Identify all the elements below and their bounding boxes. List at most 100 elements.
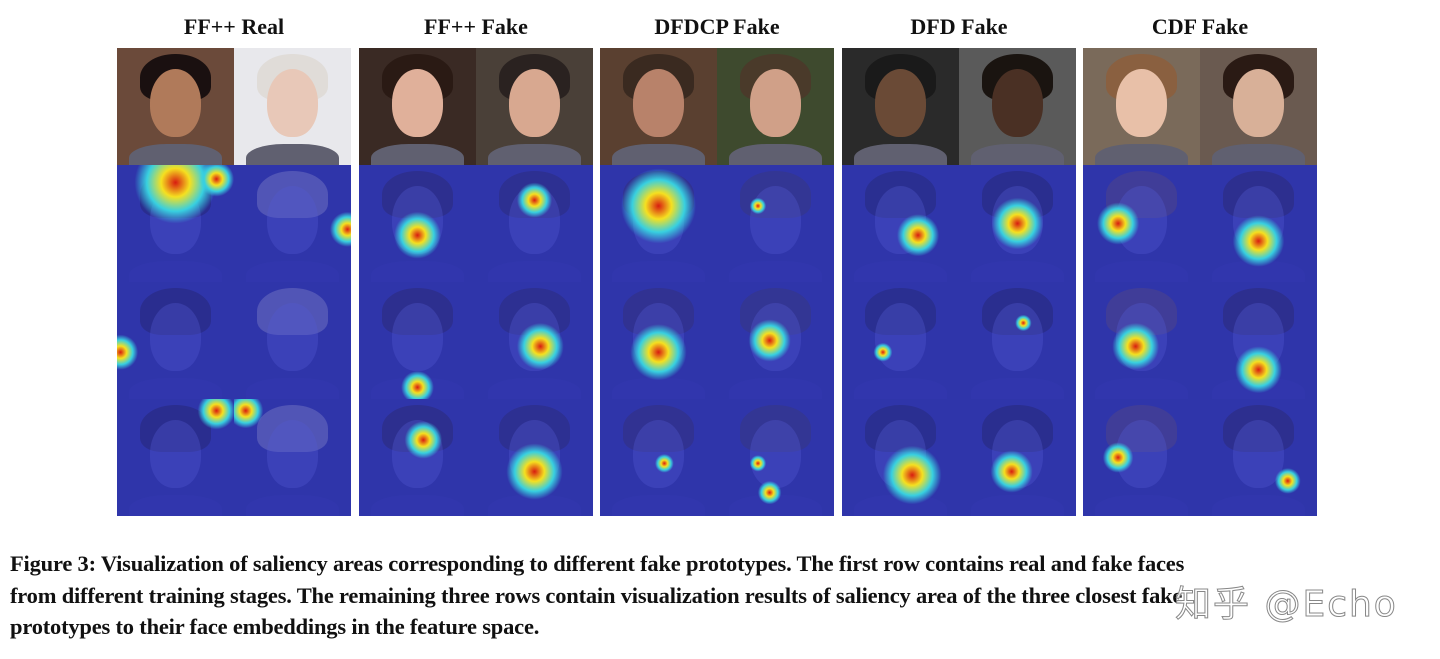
saliency-hotspot [1083, 282, 1200, 399]
saliency-hotspot [476, 399, 593, 516]
saliency-map-image [117, 165, 234, 282]
face-shape [266, 303, 319, 371]
watermark: 知乎 @Echo [1175, 584, 1398, 626]
body-shape [728, 143, 823, 165]
image-grid [117, 48, 351, 516]
saliency-hotspot [1200, 282, 1317, 399]
saliency-hotspot [717, 399, 834, 516]
image-grid [1083, 48, 1317, 516]
saliency-map-image [359, 165, 476, 282]
body-shape [1211, 143, 1306, 165]
face-shape [1232, 69, 1285, 137]
saliency-hotspot [842, 282, 959, 399]
image-grid [600, 48, 834, 516]
group-title: DFDCP Fake [654, 14, 780, 39]
saliency-hotspot [359, 282, 476, 399]
saliency-map-image [476, 399, 593, 516]
saliency-hotspot [476, 165, 593, 282]
figure-caption: Figure 3: Visualization of saliency area… [10, 548, 1430, 643]
face-shape [874, 69, 927, 137]
body-shape [970, 143, 1065, 165]
saliency-hotspot [117, 399, 234, 516]
saliency-hotspot [1200, 165, 1317, 282]
saliency-map-image [842, 399, 959, 516]
saliency-map-image [959, 399, 1076, 516]
body-shape [245, 377, 340, 399]
saliency-hotspot [959, 165, 1076, 282]
face-shape [749, 69, 802, 137]
face-shape [1115, 69, 1168, 137]
saliency-map-image [234, 165, 351, 282]
face-shape [149, 69, 202, 137]
body-shape [611, 143, 706, 165]
caption-line: from different training stages. The rema… [10, 582, 1183, 608]
saliency-hotspot [476, 282, 593, 399]
caption-line: prototypes to their face embeddings in t… [10, 614, 540, 639]
saliency-map-image [1083, 165, 1200, 282]
face-shape [632, 69, 685, 137]
saliency-map-image [842, 165, 959, 282]
body-shape [487, 143, 582, 165]
saliency-map-image [234, 399, 351, 516]
body-shape [245, 143, 340, 165]
saliency-map-image [117, 399, 234, 516]
saliency-map-image [1083, 282, 1200, 399]
saliency-map-image [476, 165, 593, 282]
saliency-hotspot [359, 165, 476, 282]
saliency-map-image [959, 282, 1076, 399]
saliency-map-image [1200, 399, 1317, 516]
saliency-hotspot [600, 399, 717, 516]
body-shape [853, 143, 948, 165]
saliency-hotspot [959, 282, 1076, 399]
saliency-map-image [842, 282, 959, 399]
saliency-map-image [959, 165, 1076, 282]
saliency-hotspot [717, 282, 834, 399]
saliency-map-image [717, 399, 834, 516]
group-title: FF++ Real [183, 14, 285, 39]
body-shape [128, 143, 223, 165]
group-title: FF++ Fake [424, 14, 528, 39]
saliency-hotspot [842, 399, 959, 516]
saliency-map-image [1083, 399, 1200, 516]
face-shape [991, 69, 1044, 137]
saliency-map-image [117, 282, 234, 399]
saliency-hotspot [359, 399, 476, 516]
hair [257, 287, 328, 335]
face-image [1200, 48, 1317, 165]
saliency-map-image [717, 282, 834, 399]
face-image [117, 48, 234, 165]
group-title: CDF Fake [1151, 14, 1249, 39]
saliency-hotspot [117, 165, 234, 282]
saliency-map-image [600, 165, 717, 282]
body-shape [1094, 143, 1189, 165]
saliency-hotspot [1083, 399, 1200, 516]
saliency-hotspot [1200, 399, 1317, 516]
saliency-map-image [234, 282, 351, 399]
blue-overlay [234, 282, 351, 399]
face-image [842, 48, 959, 165]
saliency-hotspot [600, 282, 717, 399]
saliency-hotspot [600, 165, 717, 282]
image-grid [359, 48, 593, 516]
face-image [476, 48, 593, 165]
caption-line: Figure 3: Visualization of saliency area… [10, 551, 1185, 576]
saliency-hotspot [117, 282, 234, 399]
face-shape [266, 69, 319, 137]
face-image [959, 48, 1076, 165]
face-image [717, 48, 834, 165]
saliency-map-image [717, 165, 834, 282]
saliency-map-image [476, 282, 593, 399]
body-shape [370, 143, 465, 165]
image-grid [842, 48, 1076, 516]
saliency-hotspot [959, 399, 1076, 516]
saliency-map-image [359, 282, 476, 399]
saliency-map-image [1200, 165, 1317, 282]
face-image [359, 48, 476, 165]
saliency-hotspot [717, 165, 834, 282]
face-shape [508, 69, 561, 137]
saliency-hotspot [234, 165, 351, 282]
saliency-hotspot [1083, 165, 1200, 282]
saliency-map-image [600, 399, 717, 516]
saliency-map-image [359, 399, 476, 516]
saliency-map-image [1200, 282, 1317, 399]
